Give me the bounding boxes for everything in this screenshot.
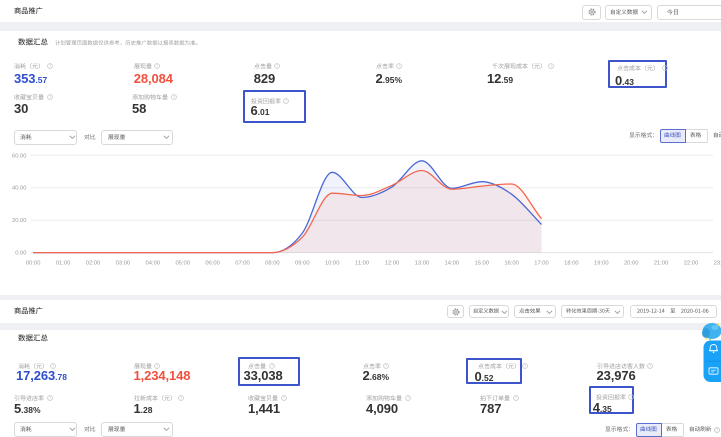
svg-text:06:00: 06:00 bbox=[205, 260, 220, 266]
svg-text:?: ? bbox=[48, 64, 51, 69]
svg-text:?: ? bbox=[172, 95, 175, 100]
svg-text:23:00: 23:00 bbox=[714, 260, 721, 266]
svg-text:?: ? bbox=[180, 395, 183, 400]
svg-text:08:00: 08:00 bbox=[265, 260, 280, 266]
svg-text:?: ? bbox=[282, 395, 285, 400]
svg-text:09:00: 09:00 bbox=[295, 260, 310, 266]
svg-text:20.00: 20.00 bbox=[12, 218, 27, 224]
svg-text:?: ? bbox=[271, 364, 274, 369]
svg-text:13:00: 13:00 bbox=[415, 260, 430, 266]
svg-text:?: ? bbox=[48, 95, 51, 100]
svg-text:?: ? bbox=[276, 64, 279, 69]
svg-text:?: ? bbox=[514, 395, 517, 400]
svg-text:17:00: 17:00 bbox=[534, 260, 549, 266]
svg-text:22:00: 22:00 bbox=[684, 260, 699, 266]
svg-text:?: ? bbox=[156, 364, 159, 369]
svg-text:40.00: 40.00 bbox=[12, 186, 27, 192]
svg-text:?: ? bbox=[156, 64, 159, 69]
svg-text:?: ? bbox=[406, 395, 409, 400]
svg-text:07:00: 07:00 bbox=[235, 260, 250, 266]
svg-text:19:00: 19:00 bbox=[594, 260, 609, 266]
svg-text:12:00: 12:00 bbox=[385, 260, 400, 266]
svg-text:20:00: 20:00 bbox=[624, 260, 639, 266]
svg-text:01:00: 01:00 bbox=[56, 260, 71, 266]
svg-text:?: ? bbox=[550, 64, 553, 69]
svg-text:?: ? bbox=[664, 66, 667, 71]
svg-text:21:00: 21:00 bbox=[654, 260, 669, 266]
svg-text:?: ? bbox=[630, 395, 633, 400]
svg-text:?: ? bbox=[285, 98, 288, 103]
svg-text:?: ? bbox=[48, 395, 51, 400]
svg-text:15:00: 15:00 bbox=[474, 260, 489, 266]
svg-text:11:00: 11:00 bbox=[355, 260, 369, 266]
svg-text:05:00: 05:00 bbox=[175, 260, 190, 266]
svg-text:16:00: 16:00 bbox=[504, 260, 519, 266]
svg-text:00:00: 00:00 bbox=[26, 260, 41, 266]
svg-text:?: ? bbox=[716, 427, 719, 432]
svg-text:02:00: 02:00 bbox=[86, 260, 101, 266]
svg-text:?: ? bbox=[398, 64, 401, 69]
svg-text:03:00: 03:00 bbox=[116, 260, 131, 266]
svg-text:?: ? bbox=[385, 364, 388, 369]
svg-text:60.00: 60.00 bbox=[12, 153, 27, 159]
svg-text:14:00: 14:00 bbox=[445, 260, 460, 266]
svg-text:?: ? bbox=[52, 364, 55, 369]
svg-text:0.00: 0.00 bbox=[15, 251, 26, 257]
svg-text:?: ? bbox=[524, 364, 527, 369]
svg-text:?: ? bbox=[649, 364, 652, 369]
svg-text:18:00: 18:00 bbox=[564, 260, 579, 266]
svg-text:10:00: 10:00 bbox=[325, 260, 340, 266]
svg-text:04:00: 04:00 bbox=[146, 260, 161, 266]
